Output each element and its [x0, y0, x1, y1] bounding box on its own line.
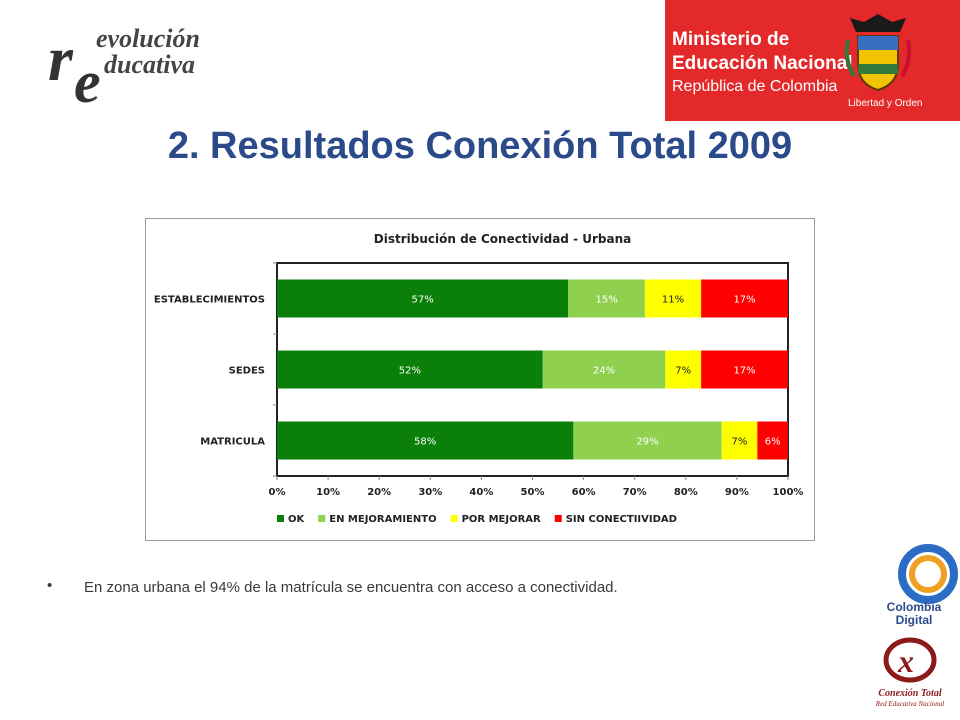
x-tick-label: 90% [725, 487, 749, 498]
data-label: 7% [675, 366, 691, 377]
conexion-total-logo: x [883, 637, 937, 683]
svg-text:r: r [48, 23, 74, 94]
chart-title: Distribución de Conectividad - Urbana [374, 232, 631, 246]
legend-swatch [318, 515, 326, 522]
bar-segment [277, 350, 543, 389]
bar-segment [701, 279, 788, 318]
bar-segment [568, 279, 645, 318]
x-tick-label: 40% [469, 487, 493, 498]
data-label: 57% [412, 295, 434, 306]
x-tick-label: 80% [674, 487, 698, 498]
data-label: 17% [733, 295, 755, 306]
bar-segment [573, 421, 722, 460]
logo-text-line2: ducativa [104, 50, 195, 79]
x-tick-label: 0% [269, 487, 286, 498]
bar-segment [277, 421, 574, 460]
legend-label: POR MEJORAR [462, 514, 541, 525]
coat-of-arms-icon [844, 14, 912, 92]
data-label: 29% [636, 437, 658, 448]
bullet-dot: • [47, 577, 53, 594]
ministry-line1: Ministerio de [672, 29, 790, 50]
category-label: ESTABLECIMIENTOS [154, 295, 265, 306]
category-label: SEDES [229, 366, 265, 377]
ministry-name: Ministerio de Educación Nacional Repúbli… [672, 28, 853, 98]
legend-swatch [277, 515, 284, 522]
conexion-total-subtext: Red Educativa Nacional [875, 700, 945, 708]
colombia-digital-text: Colombia Digital [872, 601, 956, 627]
data-label: 58% [414, 437, 436, 448]
bullet-text: En zona urbana el 94% de la matrícula se… [84, 579, 618, 596]
ministry-line3: República de Colombia [672, 78, 838, 95]
x-tick-label: 10% [316, 487, 340, 498]
chart-frame: Distribución de Conectividad - Urbana EST… [145, 218, 815, 541]
colombia-digital-line2: Digital [895, 613, 933, 627]
bar-segment [701, 350, 788, 389]
data-label: 7% [732, 437, 748, 448]
data-label: 24% [593, 366, 615, 377]
legend-swatch [554, 515, 562, 522]
logo-text: evolución ducativa [96, 26, 200, 78]
legend-label: EN MEJORAMIENTO [329, 514, 436, 525]
page-title: 2. Resultados Conexión Total 2009 [167, 125, 793, 167]
legend-label: SIN CONECTIIVIDAD [566, 514, 677, 525]
colombia-digital-logo [898, 544, 958, 604]
svg-text:x: x [897, 643, 914, 679]
bar-segment [721, 421, 758, 460]
data-label: 6% [765, 437, 781, 448]
bar-segment [757, 421, 788, 460]
colombia-digital-line1: Colombia [886, 600, 942, 614]
x-tick-label: 30% [418, 487, 442, 498]
svg-text:e: e [74, 49, 101, 108]
revolucion-educativa-logo: r e [48, 23, 101, 108]
data-label: 17% [733, 366, 755, 377]
x-tick-label: 20% [367, 487, 391, 498]
x-tick-label: 50% [521, 487, 545, 498]
ministry-line2: Educación Nacional [672, 53, 853, 74]
x-tick-label: 70% [623, 487, 647, 498]
x-tick-label: 100% [773, 487, 804, 498]
x-tick-label: 60% [572, 487, 596, 498]
category-label: MATRICULA [200, 437, 265, 448]
bar-segment [644, 279, 702, 318]
legend-swatch [450, 515, 458, 522]
bar-segment [277, 279, 569, 318]
legend-label: OK [288, 514, 306, 525]
bar-segment [542, 350, 666, 389]
conexion-total-text: Conexión Total [878, 688, 942, 699]
logo-text-line1: evolución [96, 24, 200, 53]
bar-segment [665, 350, 702, 389]
stacked-bar-chart: Distribución de Conectividad - Urbana EST… [154, 232, 804, 525]
ministry-banner [665, 0, 960, 121]
motto: Libertad y Orden [848, 98, 923, 109]
data-label: 11% [662, 295, 684, 306]
data-label: 52% [399, 366, 421, 377]
data-label: 15% [595, 295, 617, 306]
